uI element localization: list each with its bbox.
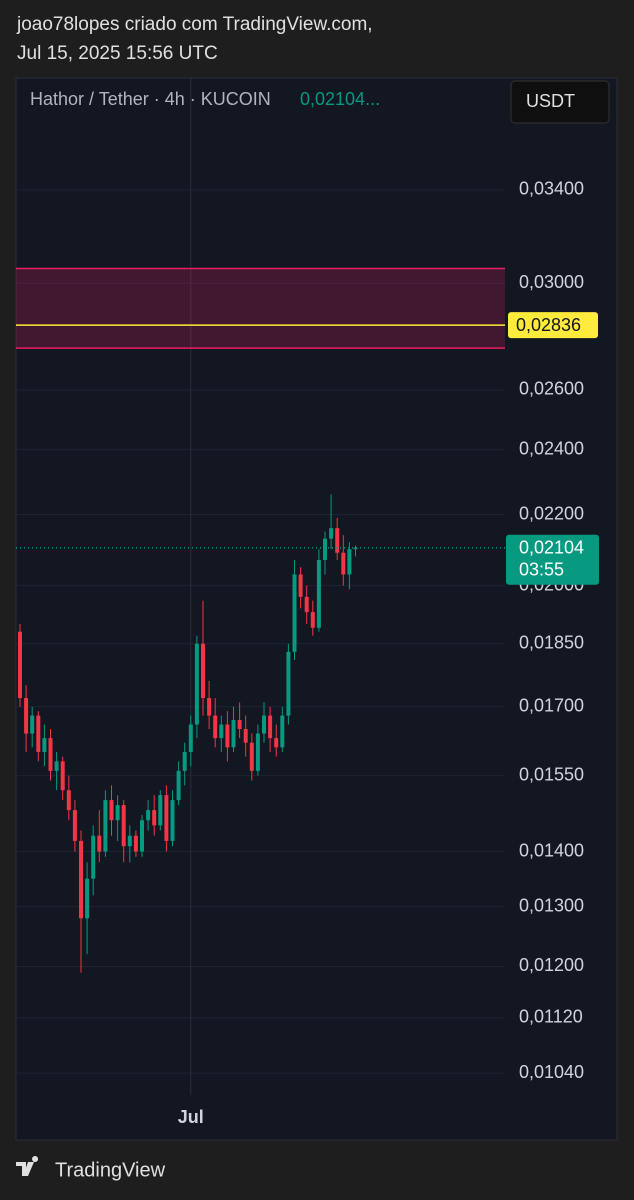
candle-body (280, 715, 285, 748)
candle-body (109, 800, 114, 821)
candle-body (298, 574, 303, 597)
y-tick-label: 0,01850 (519, 632, 584, 652)
price-line-tag (508, 312, 598, 339)
author: joao78lopes criado com TradingView.com, (17, 14, 373, 35)
candle-body (91, 835, 96, 879)
candle-body (72, 810, 77, 841)
candle-body (164, 795, 169, 841)
candle-body (115, 805, 120, 821)
candle-body (127, 835, 132, 847)
currency-button[interactable] (510, 80, 610, 124)
y-tick-label: 0,03000 (519, 272, 584, 292)
candle-body (243, 729, 248, 743)
candle-body (79, 840, 83, 919)
last-price-label: 0,02104 (519, 538, 584, 558)
candle-body (292, 574, 297, 652)
candle-body (60, 761, 65, 791)
x-tick-label: Jul (178, 1107, 204, 1127)
brand: TradingView (55, 1159, 166, 1181)
candle-body (176, 770, 181, 801)
candle-body (237, 720, 242, 730)
candle-body (347, 549, 352, 575)
candle-body (353, 547, 358, 550)
candle-body (310, 612, 315, 628)
candle-body (213, 715, 218, 739)
candle-body (329, 528, 334, 539)
candle-body (194, 643, 199, 725)
candle-body (30, 715, 35, 734)
candle-body (121, 805, 126, 847)
zone (16, 268, 505, 349)
chart-panel (15, 77, 618, 1141)
candle-body (274, 738, 279, 748)
candle-body (42, 738, 47, 752)
countdown: 03:55 (519, 560, 564, 580)
y-tick-label: 0,01040 (519, 1062, 584, 1082)
candle-body (323, 538, 327, 560)
y-tick-label: 0,03400 (519, 179, 584, 199)
chart-title: Hathor / Tether · 4h · KUCOIN (30, 89, 271, 109)
candle-body (48, 738, 53, 771)
candle-body (201, 643, 205, 699)
candle-body (207, 698, 212, 716)
candle-body (103, 800, 108, 852)
candle-body (341, 552, 346, 575)
currency: USDT (526, 91, 575, 111)
candle-body (36, 715, 41, 752)
last-price-tag (506, 534, 599, 585)
last-value: 0,02104... (300, 89, 380, 109)
candle-body (182, 751, 187, 771)
y-tick-label: 0,01300 (519, 896, 584, 916)
candle-body (85, 878, 90, 919)
candle-body (146, 810, 151, 821)
candle-body (158, 795, 163, 826)
candle-body (97, 835, 102, 852)
y-tick-label: 0,02200 (519, 503, 584, 523)
candle-body (255, 733, 260, 771)
candle-body (219, 724, 224, 739)
candle-body (225, 724, 230, 748)
candle-body (231, 720, 236, 748)
candle-body (18, 631, 22, 699)
y-tick-label: 0,01400 (519, 840, 584, 860)
candle-body (140, 820, 144, 852)
candle-body (133, 835, 138, 852)
candle-body (152, 810, 157, 826)
y-tick-label: 0,01700 (519, 696, 584, 716)
y-tick-label: 0,02600 (519, 379, 584, 399)
candle-body (24, 698, 29, 734)
y-tick-label: 0,01200 (519, 955, 584, 975)
y-tick-label: 0,01550 (519, 764, 584, 784)
candle-body (335, 528, 340, 553)
candle-body (262, 715, 266, 734)
candle-body (66, 790, 71, 811)
candle-body (54, 761, 59, 771)
price-line-label: 0,02836 (516, 315, 581, 335)
candle-body (316, 559, 321, 628)
candle-body (249, 742, 254, 771)
y-tick-label: 0,01120 (519, 1007, 583, 1027)
date: Jul 15, 2025 15:56 UTC (17, 43, 218, 64)
candle-body (188, 724, 193, 752)
candle-body (304, 596, 309, 613)
logo (16, 1156, 39, 1176)
candle-body (268, 715, 273, 739)
candle-body (170, 800, 175, 841)
candle-body (286, 651, 291, 716)
y-tick-label: 0,02400 (519, 438, 584, 458)
